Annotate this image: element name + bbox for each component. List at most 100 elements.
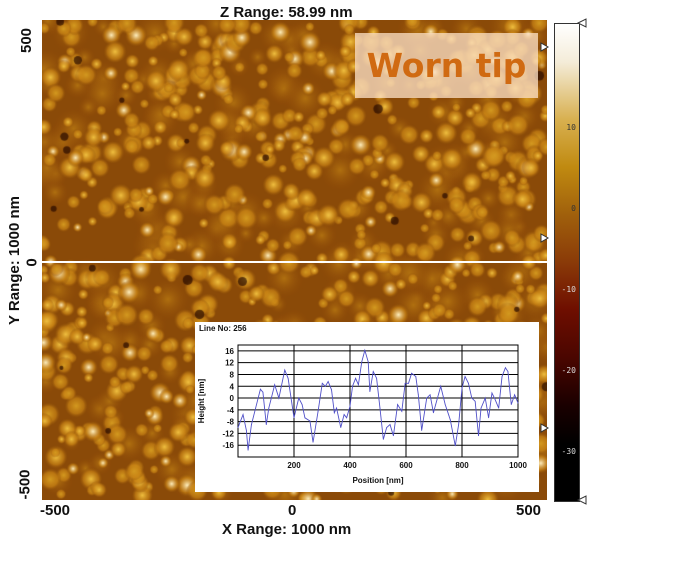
- profile-point: [321, 382, 323, 384]
- profile-point: [435, 404, 437, 405]
- profile-point: [284, 369, 286, 371]
- profile-point: [355, 377, 356, 379]
- colorbar-tick-10: 10: [566, 123, 576, 132]
- profile-point: [408, 382, 409, 384]
- profile-point: [309, 420, 311, 422]
- profile-point: [464, 376, 466, 377]
- worn-tip-annotation: Worn tip: [355, 33, 538, 98]
- marker-triangle-icon[interactable]: [540, 42, 550, 52]
- profile-point: [278, 397, 280, 399]
- x-axis-title: Position [nm]: [352, 476, 403, 485]
- profile-point: [237, 427, 239, 428]
- profile-point: [510, 404, 512, 405]
- z-range-label: Z Range: 58.99 nm: [220, 4, 353, 21]
- x-tick-label: 200: [287, 461, 301, 470]
- profile-point: [257, 397, 259, 399]
- profile-point: [491, 392, 493, 394]
- profile-line: [237, 348, 519, 451]
- profile-point: [480, 407, 482, 409]
- profile-point: [397, 404, 398, 405]
- x-tick-label: 400: [343, 461, 357, 470]
- x-tick-label: 1000: [509, 461, 527, 470]
- profile-point: [312, 441, 314, 443]
- profile-point: [501, 376, 503, 377]
- profile-scan-line: [42, 261, 547, 263]
- marker-triangle-icon[interactable]: [540, 423, 550, 433]
- x-tick-left: -500: [40, 502, 71, 519]
- profile-point: [251, 424, 252, 425]
- profile-point: [433, 412, 434, 414]
- plot-area: [237, 344, 519, 458]
- colorbar-markers[interactable]: [540, 15, 590, 510]
- profile-point: [274, 384, 276, 386]
- profile-point: [404, 382, 406, 384]
- profile-point: [369, 391, 371, 392]
- y-tick-label: -4: [227, 406, 235, 415]
- x-tick-label: 600: [399, 461, 413, 470]
- colorbar-tick-0: 0: [571, 204, 576, 213]
- profile-point: [287, 377, 289, 379]
- x-axis-label: X Range: 1000 nm: [222, 521, 352, 538]
- profile-point: [478, 435, 479, 437]
- profile-point: [367, 361, 369, 363]
- profile-point: [386, 427, 388, 428]
- profile-point: [429, 394, 431, 396]
- profile-point: [471, 397, 473, 399]
- profile-point: [440, 385, 442, 387]
- y-tick-label: -12: [222, 429, 234, 438]
- profile-point: [421, 430, 423, 431]
- profile-point: [454, 445, 456, 447]
- profile-point: [364, 349, 366, 351]
- colorbar-tick-minus10: -10: [561, 285, 576, 294]
- profile-point: [346, 417, 348, 419]
- marker-triangle-icon[interactable]: [540, 233, 550, 243]
- profile-point: [507, 371, 509, 372]
- y-tick-bottom: -500: [16, 469, 34, 500]
- profile-point: [376, 377, 377, 379]
- x-tick-mid: 0: [288, 502, 297, 519]
- y-tick-top: 500: [18, 27, 36, 54]
- profile-point: [242, 414, 244, 415]
- profile-point: [417, 394, 419, 396]
- profile-point: [514, 394, 516, 396]
- y-tick-label: 4: [230, 382, 235, 391]
- profile-point: [293, 417, 295, 419]
- profile-point: [304, 417, 306, 419]
- profile-point: [331, 389, 332, 391]
- y-axis-label: Y Range: 1000 nm: [5, 196, 23, 325]
- profile-point: [298, 397, 300, 399]
- profile-point: [352, 385, 353, 387]
- profile-point: [494, 397, 495, 399]
- x-tick-right: 500: [516, 502, 542, 519]
- profile-point: [262, 391, 264, 393]
- y-tick-label: 0: [230, 394, 235, 403]
- profile-point: [343, 414, 345, 415]
- profile-point: [372, 371, 374, 372]
- top-range-marker-icon[interactable]: [576, 18, 587, 28]
- profile-point: [505, 367, 506, 369]
- y-tick-label: -16: [222, 441, 234, 450]
- profile-point: [415, 376, 417, 377]
- profile-point: [268, 407, 270, 409]
- profile-point: [301, 404, 303, 405]
- bottom-range-marker-icon[interactable]: [576, 495, 587, 505]
- colorbar-tick-minus30: -30: [561, 447, 576, 456]
- profile-point: [247, 449, 249, 451]
- profile-point: [484, 397, 486, 399]
- x-tick-label: 800: [455, 461, 469, 470]
- profile-point: [461, 387, 463, 389]
- colorbar-tick-minus20: -20: [561, 366, 576, 375]
- y-axis-title: Height [nm]: [197, 378, 206, 423]
- profile-point: [498, 407, 500, 409]
- profile-point: [379, 407, 381, 409]
- y-tick-label: 16: [225, 347, 234, 356]
- profile-point: [488, 417, 489, 419]
- profile-point: [449, 419, 451, 420]
- colorbar: [554, 23, 580, 502]
- y-tick-label: 12: [225, 359, 234, 368]
- y-tick-label: -8: [227, 418, 235, 427]
- profile-point: [327, 381, 329, 382]
- profile-point: [389, 424, 391, 425]
- annotation-text: Worn tip: [366, 46, 527, 85]
